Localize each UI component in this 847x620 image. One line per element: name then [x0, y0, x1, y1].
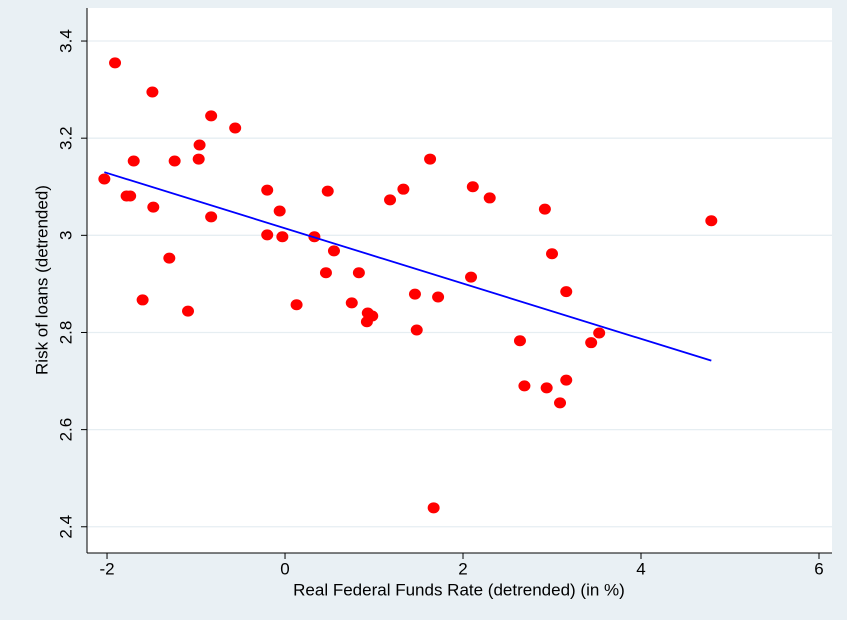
- scatter-point: [345, 297, 358, 309]
- scatter-point: [366, 310, 379, 322]
- scatter-point: [465, 271, 478, 283]
- y-tick-label: 3.4: [56, 29, 75, 53]
- scatter-point: [397, 183, 410, 195]
- scatter-point: [352, 267, 365, 279]
- scatter-point: [321, 185, 334, 197]
- scatter-point: [273, 205, 286, 217]
- y-tick-label: 3: [56, 231, 75, 240]
- fit-line: [104, 171, 712, 362]
- scatter-point: [192, 153, 205, 165]
- scatter-point: [205, 110, 218, 122]
- x-tick-label: 0: [280, 559, 289, 578]
- scatter-point: [147, 201, 160, 213]
- scatter-point: [424, 153, 437, 165]
- x-tick-label: 6: [814, 559, 823, 578]
- scatter-point: [261, 229, 274, 241]
- scatter-point: [585, 337, 598, 349]
- scatter-point: [560, 374, 573, 386]
- scatter-point: [513, 335, 526, 347]
- scatter-point: [560, 286, 573, 298]
- x-tick-label: 2: [458, 559, 467, 578]
- scatter-point: [182, 305, 195, 317]
- scatter-point: [146, 86, 159, 98]
- scatter-point: [276, 231, 289, 243]
- y-tick-label: 2.6: [56, 418, 75, 442]
- scatter-point: [432, 291, 445, 303]
- scatter-point: [124, 190, 137, 202]
- y-tick-label: 2.8: [56, 321, 75, 345]
- y-tick-label: 2.4: [56, 515, 75, 539]
- plot-background: [87, 8, 832, 553]
- scatter-point: [483, 192, 496, 204]
- scatter-point: [540, 382, 553, 394]
- scatter-point: [193, 139, 206, 151]
- scatter-point: [261, 184, 274, 196]
- y-tick-label: 3.2: [56, 126, 75, 150]
- scatter-point: [384, 194, 397, 206]
- scatter-point: [538, 203, 551, 215]
- x-axis-title: Real Federal Funds Rate (detrended) (in …: [293, 580, 625, 599]
- scatter-point: [205, 211, 218, 223]
- scatter-point: [109, 57, 122, 69]
- scatter-point: [327, 245, 340, 257]
- scatter-point: [466, 181, 479, 193]
- scatter-point: [319, 267, 332, 279]
- scatter-point: [168, 155, 181, 167]
- scatter-point: [408, 288, 421, 300]
- y-axis-title: Risk of loans (detrended): [32, 185, 51, 375]
- scatter-point: [290, 299, 303, 311]
- scatter-point: [163, 252, 176, 264]
- scatter-point: [427, 502, 440, 514]
- x-tick-label: 4: [636, 559, 645, 578]
- scatter-point: [546, 248, 559, 260]
- scatter-point: [229, 122, 242, 134]
- scatter-point: [554, 397, 567, 409]
- scatter-point: [518, 380, 531, 392]
- x-tick-label: -2: [99, 559, 114, 578]
- scatter-point: [98, 173, 111, 185]
- scatter-point: [593, 327, 606, 339]
- scatter-point: [410, 324, 423, 336]
- scatter-point: [136, 294, 149, 306]
- scatter-point: [127, 155, 140, 167]
- scatter-point: [705, 215, 718, 227]
